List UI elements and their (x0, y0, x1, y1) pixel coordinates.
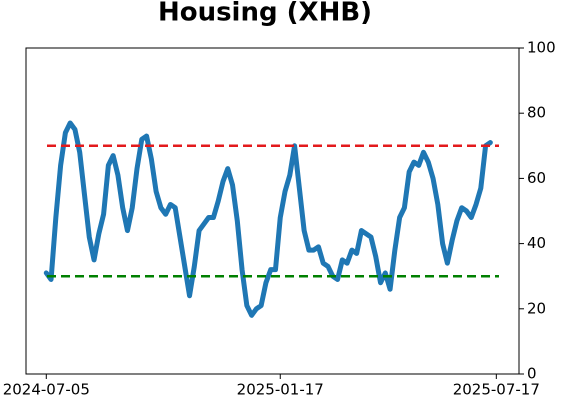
y-tick-label: 80 (527, 104, 546, 122)
y-tick-label: 60 (527, 169, 546, 187)
x-tick-label: 2025-01-17 (237, 381, 324, 399)
data-line (43, 120, 493, 318)
x-tick-label: 2025-07-17 (453, 381, 540, 399)
y-tick-label: 100 (527, 39, 556, 57)
y-tick-label: 40 (527, 234, 546, 252)
chart-title: Housing (XHB) (158, 0, 372, 28)
plot-frame (25, 47, 520, 375)
y-tick-label: 0 (527, 365, 537, 383)
x-tick-label: 2024-07-05 (3, 381, 90, 399)
y-tick-label: 20 (527, 299, 546, 317)
